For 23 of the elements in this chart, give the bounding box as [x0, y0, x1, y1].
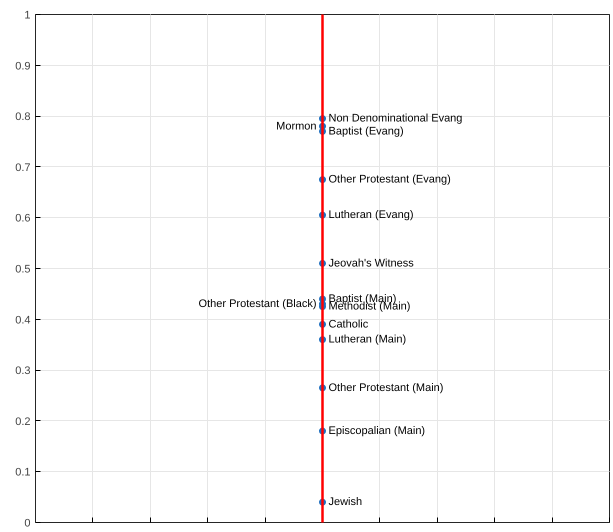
y-tick-label: 0.3: [15, 365, 31, 378]
y-tick-label: 0.7: [15, 162, 31, 174]
series-label: Jeovah's Witness: [328, 257, 414, 270]
series-label: Lutheran (Main): [328, 334, 406, 346]
y-tick-label: 0.2: [15, 416, 31, 428]
series-label: Mormon: [276, 120, 316, 132]
series-label: Other Protestant (Black): [198, 298, 317, 310]
series-label: Lutheran (Evang): [328, 209, 414, 222]
series-label: Jewish: [328, 496, 362, 508]
y-tick-label: 0.6: [15, 212, 31, 225]
series-label: Episcopalian (Main): [328, 425, 426, 438]
series-label: Non Denominational Evang: [328, 112, 462, 125]
y-tick-label: 0.8: [15, 111, 31, 124]
y-tick-label: 0.1: [15, 466, 31, 479]
y-tick-label: 1: [24, 10, 31, 22]
y-tick-label: 0.4: [15, 314, 31, 326]
y-tick-label: 0.9: [15, 60, 31, 72]
y-tick-label: 0.5: [15, 264, 31, 276]
series-label: Baptist (Evang): [328, 125, 404, 138]
y-tick-label: 0: [24, 518, 31, 530]
series-label: Other Protestant (Evang): [328, 174, 451, 186]
series-label: Catholic: [328, 318, 369, 330]
series-label: Other Protestant (Main): [328, 382, 444, 394]
